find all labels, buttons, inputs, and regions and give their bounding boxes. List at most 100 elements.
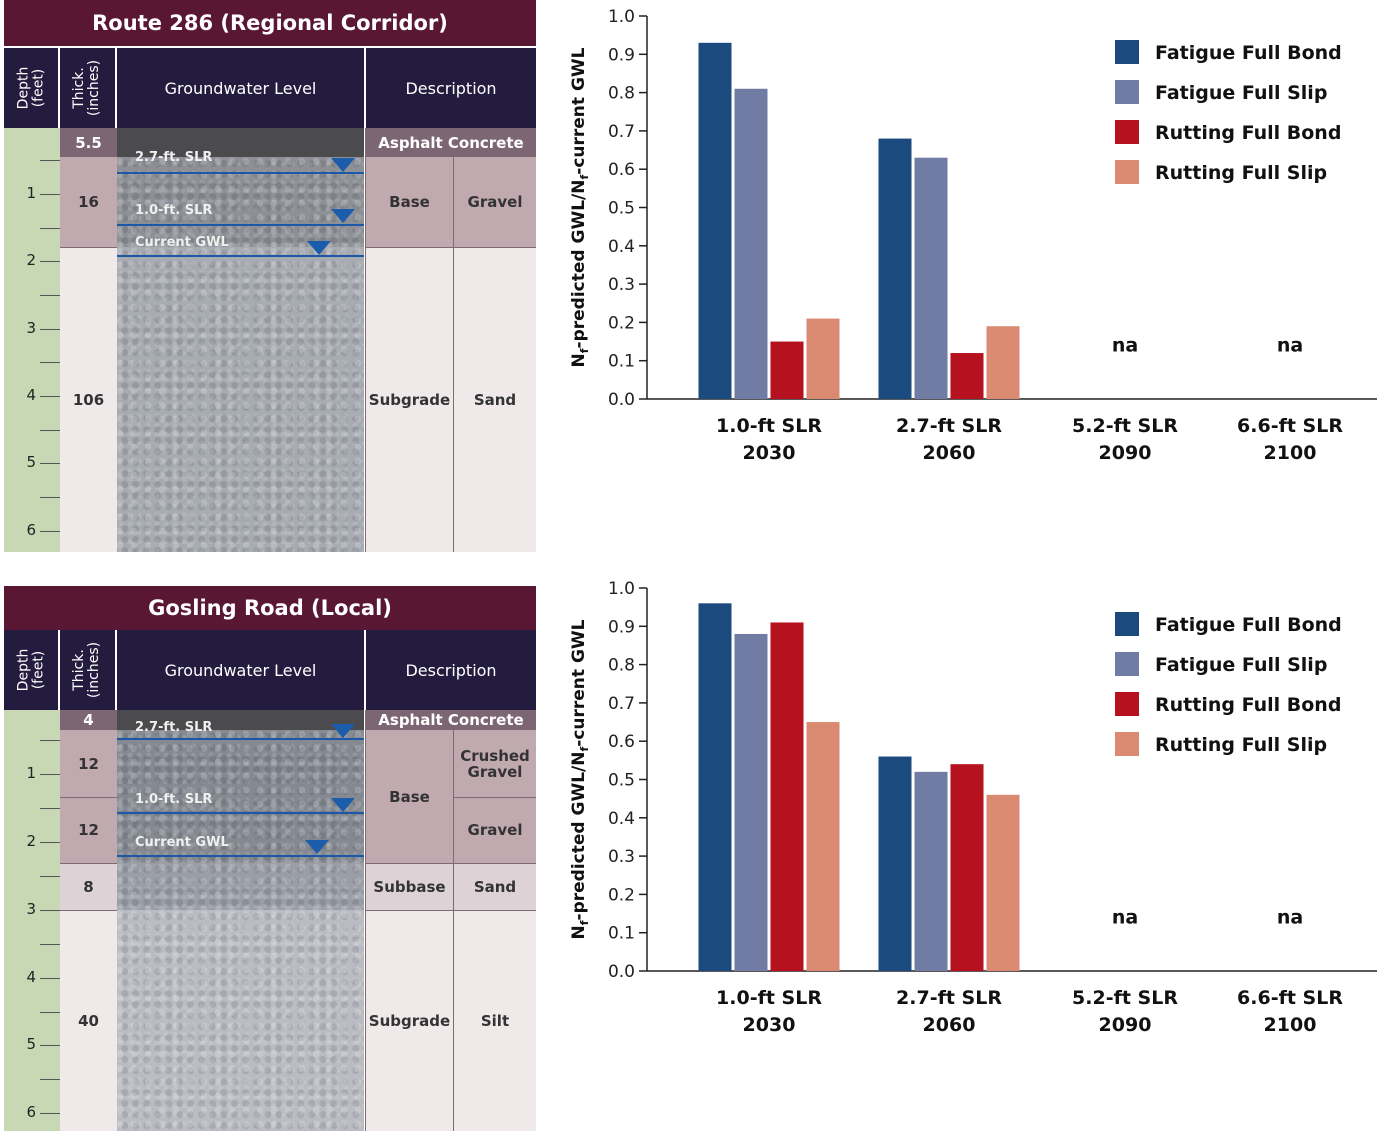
layer-divider	[454, 797, 536, 798]
gwl-line-2.7ft	[117, 172, 364, 174]
y-tick-label: 0.5	[608, 771, 635, 791]
depth-tick	[40, 497, 60, 498]
water-level-marker-icon	[331, 798, 355, 812]
groundwater-level-header: Groundwater Level	[117, 630, 364, 710]
y-tick-label: 0.0	[608, 962, 635, 982]
gosling-title: Gosling Road (Local)	[4, 586, 536, 630]
subbase-layer-texture	[117, 863, 364, 910]
asphalt-description: Asphalt Concrete	[366, 710, 536, 730]
y-tick-label: 0.6	[608, 732, 635, 752]
depth-tick-label: 4	[26, 386, 36, 404]
depth-tick-label: 1	[26, 184, 36, 202]
legend-label: Rutting Full Slip	[1155, 162, 1327, 184]
y-tick-label: 0.0	[608, 390, 635, 410]
depth-tick	[40, 396, 60, 397]
column-divider	[365, 128, 366, 552]
subgrade-thickness: 40	[60, 910, 117, 1131]
legend-label: Rutting Full Slip	[1155, 734, 1327, 756]
column-divider	[453, 730, 454, 1131]
legend-swatch	[1115, 652, 1139, 676]
legend-label: Rutting Full Bond	[1155, 122, 1341, 144]
layer-divider	[366, 247, 536, 248]
bar-fatigue-full-slip	[914, 157, 948, 399]
description-header: Description	[366, 630, 536, 710]
water-level-marker-icon	[307, 241, 331, 255]
subgrade-layer-texture	[117, 247, 364, 552]
depth-tick	[40, 978, 60, 979]
layer-divider	[366, 910, 536, 911]
depth-column	[4, 128, 60, 552]
bar-fatigue-full-bond	[878, 756, 912, 971]
y-tick-label: 0.1	[608, 924, 635, 944]
x-tick-label: 2060	[923, 1014, 976, 1036]
x-tick-label: 2030	[743, 442, 796, 464]
water-level-marker-icon	[305, 840, 329, 854]
legend-swatch	[1115, 40, 1139, 64]
legend-label: Fatigue Full Bond	[1155, 614, 1342, 636]
base-layer-texture	[117, 157, 364, 247]
x-tick-label: 1.0-ft SLR	[716, 987, 822, 1009]
depth-tick-label: 3	[26, 319, 36, 337]
na-label: na	[1112, 334, 1138, 356]
x-tick-label: 5.2-ft SLR	[1072, 987, 1178, 1009]
x-tick-label: 2030	[743, 1014, 796, 1036]
base-description: Base	[366, 730, 453, 863]
depth-header: Depth (feet)	[4, 48, 58, 128]
gwl-line-current	[117, 855, 364, 857]
depth-tick	[40, 160, 60, 161]
water-level-marker-icon	[331, 158, 355, 172]
y-tick-label: 0.8	[608, 84, 635, 104]
gwl-line-current	[117, 255, 364, 257]
depth-tick	[40, 740, 60, 741]
subbase-description: Subbase	[366, 863, 453, 910]
gwl-label-current: Current GWL	[135, 235, 229, 250]
subgrade-material: Silt	[454, 910, 536, 1131]
legend-swatch	[1115, 160, 1139, 184]
asphalt-layer	[117, 710, 364, 730]
base1-material: Crushed Gravel	[454, 730, 536, 797]
legend-label: Fatigue Full Slip	[1155, 82, 1327, 104]
depth-tick-label: 2	[26, 832, 36, 850]
depth-tick	[40, 774, 60, 775]
y-tick-label: 0.4	[608, 237, 635, 257]
x-tick-label: 2100	[1264, 442, 1317, 464]
bar-rutting-full-slip	[986, 794, 1020, 971]
na-label: na	[1277, 906, 1303, 928]
legend-swatch	[1115, 692, 1139, 716]
depth-tick	[40, 876, 60, 877]
depth-tick	[40, 808, 60, 809]
depth-tick	[40, 1079, 60, 1080]
y-tick-label: 0.8	[608, 656, 635, 676]
thickness-header-label: Thick. (inches)	[71, 641, 103, 699]
subgrade-layer-texture	[117, 910, 364, 1131]
bar-fatigue-full-bond	[698, 42, 732, 400]
depth-tick	[40, 228, 60, 229]
subgrade-thickness: 106	[60, 247, 117, 552]
water-level-marker-icon	[331, 209, 355, 223]
subgrade-description: Subgrade	[366, 247, 453, 552]
depth-tick	[40, 430, 60, 431]
asphalt-thickness: 4	[60, 710, 117, 730]
asphalt-thickness: 5.5	[60, 128, 117, 157]
layer-divider	[366, 863, 536, 864]
na-label: na	[1112, 906, 1138, 928]
bar-fatigue-full-bond	[878, 138, 912, 399]
subgrade-material: Sand	[454, 247, 536, 552]
layer-divider	[60, 863, 117, 864]
y-tick-label: 0.7	[608, 122, 635, 142]
bar-rutting-full-bond	[950, 353, 984, 399]
x-tick-label: 2.7-ft SLR	[896, 987, 1002, 1009]
y-tick-label: 0.5	[608, 199, 635, 219]
y-tick-label: 1.0	[608, 7, 635, 27]
bar-rutting-full-bond	[770, 341, 804, 399]
y-tick-label: 0.1	[608, 352, 635, 372]
depth-tick	[40, 1012, 60, 1013]
gosling-bar-chart: 0.0 0.1 0.2 0.3 0.4 0.5 0.6 0.7 0.8 0.9 1.0 Nf-pred…	[569, 579, 1377, 1036]
description-header: Description	[366, 48, 536, 128]
legend-swatch	[1115, 120, 1139, 144]
gwl-label-1.0ft: 1.0-ft. SLR	[135, 792, 213, 807]
layer-divider	[60, 247, 117, 248]
bar-rutting-full-slip	[986, 326, 1020, 399]
gwl-line-1.0ft	[117, 224, 364, 226]
y-tick-label: 0.3	[608, 847, 635, 867]
